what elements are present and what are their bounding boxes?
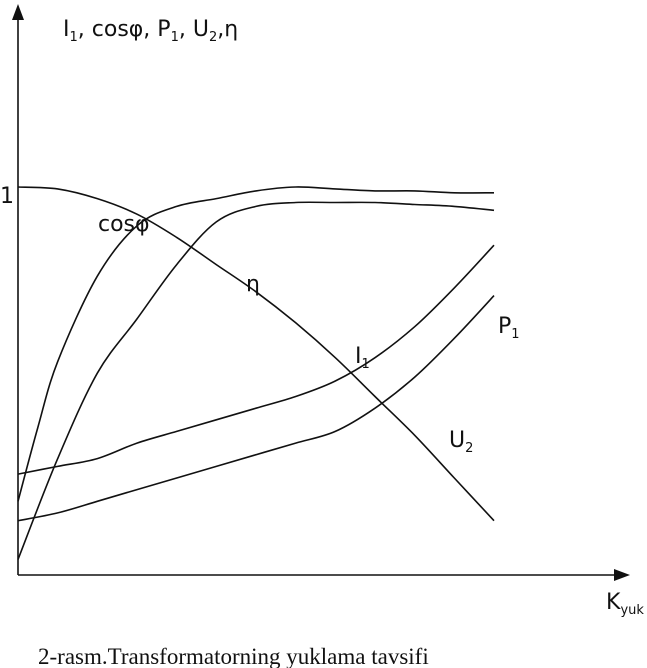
x-axis-arrow [614,569,630,581]
series-label-eta: η [246,272,260,297]
series-group [17,186,495,560]
series-label-i1: I1 [355,344,370,372]
series-labels: cosφ η P1 I1 U2 [98,212,520,456]
series-label-cos-phi: cosφ [98,212,150,237]
figure-caption: 2-rasm.Transformatorning yuklama tavsifi [38,644,429,668]
y-tick-label-1: 1 [0,184,14,209]
series-line-cos-phi [17,201,495,560]
series-label-p1: P1 [498,314,520,342]
series-line-u2 [17,186,495,522]
series-line-p1 [17,244,495,475]
series-line-eta [17,186,495,502]
x-axis-title: Kyuk [606,590,644,618]
y-axis-arrow [12,4,24,20]
series-line-i1 [17,295,495,522]
series-label-u2: U2 [449,428,473,456]
y-axis-title: I1, cosφ, P1, U2,η [63,17,238,45]
